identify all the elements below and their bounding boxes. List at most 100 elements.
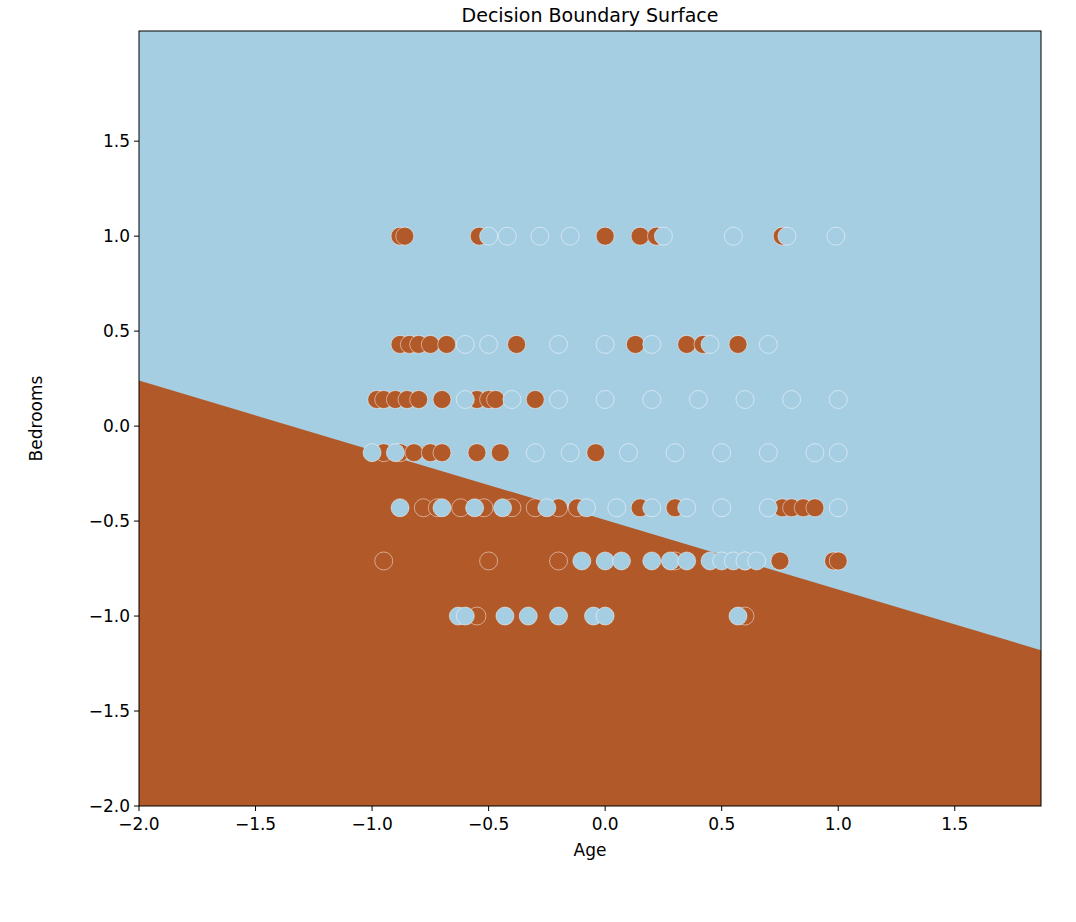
y-tick-label: 1.0 [103,226,130,246]
point [619,444,637,462]
point [608,499,626,517]
point [405,444,423,462]
point [519,607,537,625]
chart-svg: −2.0−1.5−1.0−0.50.00.51.01.5−2.0−1.5−1.0… [0,0,1076,922]
y-axis-label: Bedrooms [26,375,46,461]
point [713,499,731,517]
x-tick-label: 0.5 [708,814,735,834]
y-tick [134,711,139,712]
point [778,227,796,245]
x-tick [488,806,489,811]
point [561,444,579,462]
x-tick [838,806,839,811]
point [587,444,605,462]
plot-frame [139,31,1041,806]
y-tick [134,141,139,142]
point [612,552,630,570]
point [689,391,707,409]
region-below [139,381,1041,806]
point [550,335,568,353]
x-axis-label: Age [574,840,607,860]
point [701,335,719,353]
point [480,552,498,570]
point [596,391,614,409]
point [456,607,474,625]
point [480,227,498,245]
point [643,335,661,353]
x-tick [954,806,955,811]
point [468,444,486,462]
point [729,335,747,353]
point [829,391,847,409]
point [759,499,777,517]
point [829,499,847,517]
point [487,391,505,409]
point [550,607,568,625]
point [596,335,614,353]
point [531,227,549,245]
series-points [363,227,847,625]
x-tick-label: 0.0 [592,814,619,834]
x-tick [721,806,722,811]
x-tick-label: −1.5 [235,814,276,834]
point [783,391,801,409]
point [806,444,824,462]
y-tick [134,616,139,617]
point [433,499,451,517]
point [827,227,845,245]
point [724,227,742,245]
x-tick [605,806,606,811]
y-tick [134,331,139,332]
point [643,391,661,409]
point [729,607,747,625]
y-tick-label: −1.0 [89,606,130,626]
point [829,444,847,462]
y-tick-label: −0.5 [89,511,130,531]
point [626,335,644,353]
y-tick-label: −2.0 [89,796,130,816]
point [678,335,696,353]
x-tick-label: 1.5 [941,814,968,834]
plot-area [139,31,1041,806]
point [631,227,649,245]
point [596,552,614,570]
point [508,335,526,353]
point [526,444,544,462]
point [596,227,614,245]
x-tick-label: −2.0 [118,814,159,834]
point [759,444,777,462]
point [438,335,456,353]
point [748,552,766,570]
point [654,227,672,245]
point [643,499,661,517]
point [480,335,498,353]
point [503,391,521,409]
point [421,335,439,353]
point [456,335,474,353]
point [375,552,393,570]
point [678,499,696,517]
point [433,444,451,462]
x-tick [255,806,256,811]
x-axis: −2.0−1.5−1.0−0.50.00.51.01.5 [118,806,968,834]
chart-title: Decision Boundary Surface [462,4,719,26]
point [396,227,414,245]
x-tick-label: −1.0 [351,814,392,834]
point [678,552,696,570]
y-tick [134,521,139,522]
point [573,552,591,570]
x-tick [139,806,140,811]
point [578,499,596,517]
point [713,444,731,462]
point [596,607,614,625]
point [466,499,484,517]
point [456,391,474,409]
point [363,444,381,462]
point [538,499,556,517]
point [550,552,568,570]
y-tick [134,236,139,237]
point [806,499,824,517]
point [759,335,777,353]
x-tick-label: −0.5 [468,814,509,834]
point [386,444,404,462]
